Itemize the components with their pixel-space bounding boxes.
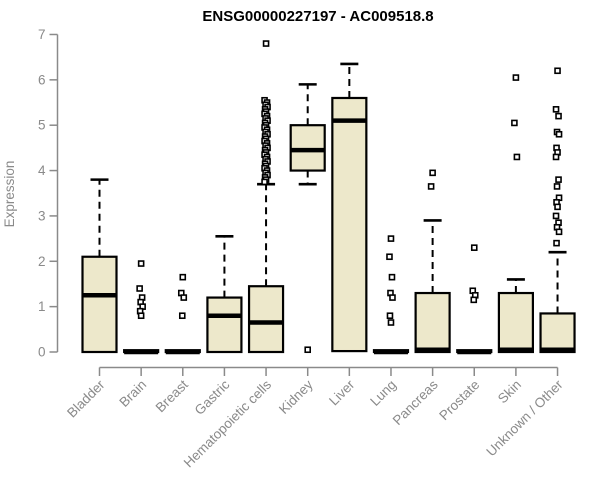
y-tick-label-2: 2	[38, 254, 46, 269]
outlier-unknown-other	[554, 203, 561, 211]
outlier-skin	[513, 153, 521, 161]
outlier-lung	[386, 312, 394, 320]
y-axis-title: Expression	[2, 161, 17, 228]
outlier-breast	[180, 294, 188, 301]
outlier-hematopoietic-cells	[261, 178, 268, 186]
box-liver	[331, 96, 368, 353]
boxplot-prostate	[456, 244, 493, 355]
box-pancreas	[414, 291, 451, 354]
y-tick-label-0: 0	[38, 345, 46, 360]
outlier-kidney	[304, 346, 312, 354]
boxplot-lung	[372, 235, 410, 355]
outlier-lung	[386, 253, 393, 261]
x-tick-label-kidney: Kidney	[276, 377, 316, 417]
y-tick-label-5: 5	[38, 118, 46, 133]
outlier-breast	[179, 273, 187, 281]
outlier-pancreas	[429, 169, 436, 177]
boxplot-kidney	[289, 83, 326, 354]
outlier-unknown-other	[553, 239, 560, 247]
outlier-lung	[387, 235, 395, 242]
outlier-lung	[389, 294, 396, 301]
outlier-unknown-other	[555, 112, 562, 120]
box-skin	[497, 291, 534, 354]
outlier-unknown-other	[555, 176, 562, 183]
outlier-skin	[511, 119, 518, 127]
x-tick-label-lung: Lung	[367, 377, 399, 409]
outlier-unknown-other	[552, 212, 560, 220]
y-tick-label-3: 3	[38, 208, 46, 223]
chart-title: ENSG00000227197 - AC009518.8	[202, 8, 433, 25]
x-tick-label-unknown-other: Unknown / Other	[483, 377, 566, 460]
outlier-breast	[178, 312, 186, 320]
box-unknown-other	[539, 312, 576, 354]
x-tick-label-pancreas: Pancreas	[390, 377, 441, 428]
box-bladder	[81, 255, 118, 354]
outlier-unknown-other	[552, 153, 560, 161]
outlier-unknown-other	[554, 67, 561, 75]
x-tick-label-gastric: Gastric	[192, 377, 233, 418]
outlier-unknown-other	[553, 183, 561, 190]
outlier-pancreas	[427, 183, 435, 190]
outlier-unknown-other	[555, 130, 563, 138]
boxplot-breast	[164, 273, 201, 355]
outlier-lung	[387, 319, 395, 326]
box-gastric	[206, 296, 243, 354]
outlier-brain	[137, 260, 145, 267]
x-tick-label-bladder: Bladder	[64, 377, 108, 421]
outlier-unknown-other	[555, 228, 563, 236]
x-tick-label-brain: Brain	[116, 377, 149, 410]
y-tick-label-7: 7	[38, 27, 46, 42]
y-tick-label-6: 6	[38, 72, 46, 87]
y-tick-label-1: 1	[38, 299, 46, 314]
outlier-skin	[512, 74, 520, 81]
boxplot-hematopoietic-cells	[247, 40, 285, 354]
outlier-brain	[137, 312, 145, 320]
outlier-hematopoietic-cells	[262, 40, 270, 47]
boxplot-bladder	[81, 178, 118, 354]
outlier-brain	[136, 285, 143, 292]
boxplot-unknown-other	[539, 67, 576, 354]
x-tick-label-breast: Breast	[153, 377, 191, 415]
outlier-prostate	[470, 296, 478, 304]
boxplot-gastric	[206, 235, 243, 354]
box-kidney	[289, 124, 326, 172]
x-tick-label-prostate: Prostate	[436, 377, 482, 423]
outlier-unknown-other	[552, 106, 560, 113]
outlier-lung	[388, 273, 396, 281]
x-tick-label-liver: Liver	[326, 377, 358, 409]
box-hematopoietic-cells	[247, 285, 285, 354]
boxplot-skin	[497, 74, 534, 354]
y-tick-label-4: 4	[38, 163, 46, 178]
boxplot-pancreas	[414, 169, 451, 354]
x-tick-label-skin: Skin	[495, 377, 524, 406]
boxplot-brain	[123, 260, 160, 355]
outlier-prostate	[470, 244, 478, 251]
boxplot-liver	[331, 62, 368, 353]
